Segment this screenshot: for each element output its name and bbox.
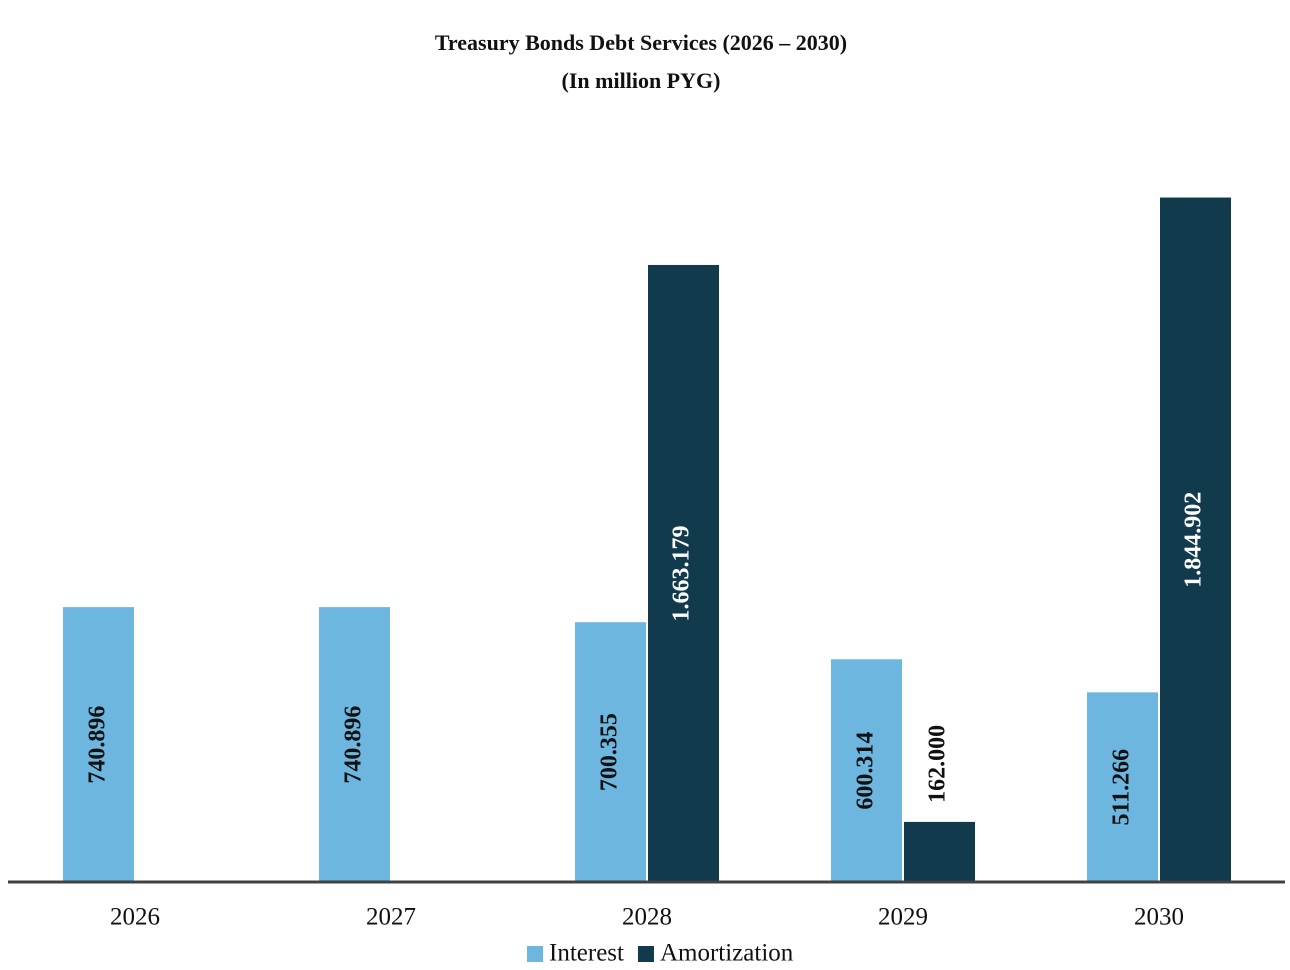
legend-label: Amortization — [660, 940, 794, 967]
legend-label: Interest — [549, 940, 624, 967]
bar — [575, 622, 646, 882]
data-label: 740.896 — [341, 706, 367, 784]
chart-subtitle: (In million PYG) — [562, 68, 721, 93]
bar — [319, 607, 390, 882]
x-tick-label: 2030 — [1134, 904, 1184, 931]
x-tick-label: 2026 — [110, 904, 160, 931]
data-label: 740.896 — [85, 706, 111, 784]
bar — [63, 607, 134, 882]
data-label: 600.314 — [853, 732, 879, 810]
x-tick-label: 2028 — [622, 904, 672, 931]
data-label: 511.266 — [1109, 749, 1135, 826]
bar — [904, 821, 975, 882]
bar — [831, 659, 902, 882]
legend-swatch — [527, 946, 543, 962]
bar — [1160, 197, 1231, 882]
x-tick-label: 2027 — [366, 904, 416, 931]
bar — [1087, 692, 1158, 882]
x-tick-label: 2029 — [878, 904, 928, 931]
chart-title: Treasury Bonds Debt Services (2026 – 203… — [435, 30, 847, 55]
bar — [648, 264, 719, 883]
data-label: 700.355 — [597, 713, 623, 791]
data-label: 1.844.902 — [1181, 492, 1207, 588]
data-label: 162.000 — [925, 725, 951, 803]
legend-swatch — [637, 946, 654, 962]
data-label: 1.663.179 — [669, 525, 695, 621]
